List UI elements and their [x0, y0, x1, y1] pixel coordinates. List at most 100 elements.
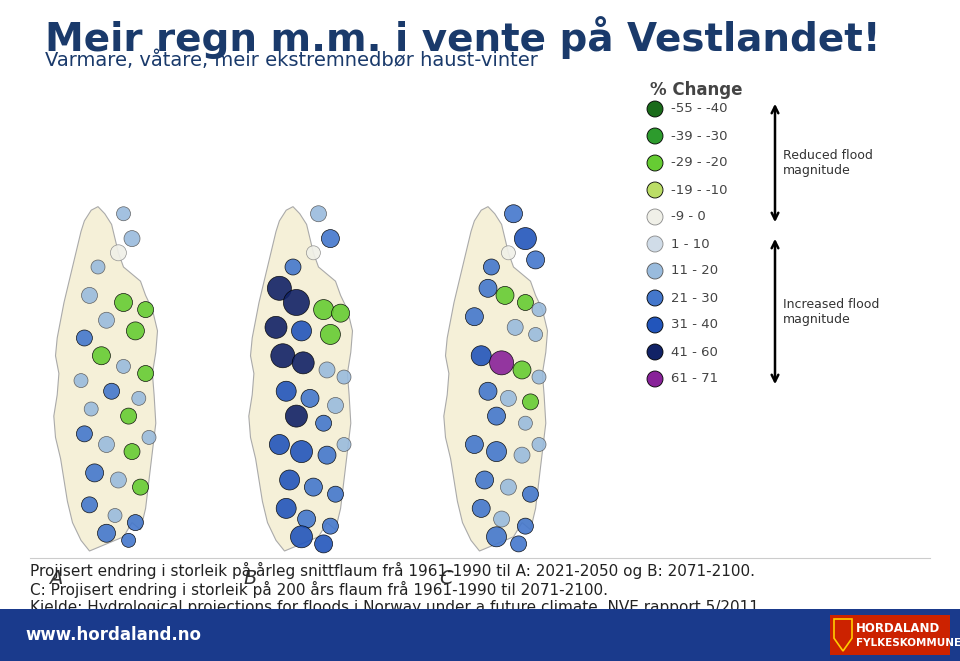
- Circle shape: [77, 426, 92, 442]
- Circle shape: [91, 260, 105, 274]
- Circle shape: [647, 344, 663, 360]
- Circle shape: [488, 407, 506, 425]
- Text: Kjelde: Hydrological projections for floods i Norway under a future climate. NVE: Kjelde: Hydrological projections for flo…: [30, 600, 758, 615]
- Polygon shape: [54, 207, 157, 551]
- Circle shape: [283, 290, 309, 315]
- Circle shape: [647, 128, 663, 144]
- Circle shape: [82, 288, 98, 303]
- Circle shape: [98, 524, 115, 542]
- Circle shape: [479, 280, 497, 297]
- Circle shape: [496, 286, 514, 305]
- Text: Increased flood
magnitude: Increased flood magnitude: [783, 297, 879, 325]
- Circle shape: [321, 325, 341, 344]
- Circle shape: [124, 231, 140, 247]
- Circle shape: [472, 500, 491, 518]
- Text: -55 - -40: -55 - -40: [671, 102, 728, 116]
- Text: 61 - 71: 61 - 71: [671, 373, 718, 385]
- Circle shape: [475, 471, 493, 489]
- Text: A: A: [49, 569, 62, 588]
- Circle shape: [318, 446, 336, 464]
- Circle shape: [276, 498, 297, 518]
- Circle shape: [132, 479, 149, 495]
- Circle shape: [466, 436, 484, 453]
- Text: FYLKESKOMMUNE: FYLKESKOMMUNE: [856, 638, 960, 648]
- Circle shape: [529, 327, 542, 342]
- Text: 1 - 10: 1 - 10: [671, 237, 709, 251]
- Circle shape: [77, 330, 92, 346]
- Text: www.hordaland.no: www.hordaland.no: [25, 626, 201, 644]
- Circle shape: [270, 434, 289, 455]
- Circle shape: [265, 317, 287, 338]
- Circle shape: [315, 535, 332, 553]
- Circle shape: [110, 472, 127, 488]
- Circle shape: [116, 360, 131, 373]
- Polygon shape: [249, 207, 352, 551]
- Circle shape: [507, 319, 523, 335]
- Circle shape: [500, 479, 516, 495]
- Circle shape: [327, 397, 344, 413]
- Circle shape: [108, 508, 122, 522]
- Circle shape: [271, 344, 295, 368]
- Circle shape: [487, 442, 507, 461]
- Circle shape: [99, 436, 114, 453]
- Circle shape: [647, 209, 663, 225]
- Circle shape: [522, 394, 539, 410]
- Circle shape: [511, 536, 527, 552]
- Circle shape: [121, 408, 136, 424]
- Circle shape: [471, 346, 492, 366]
- Circle shape: [505, 205, 522, 223]
- Text: B: B: [244, 569, 257, 588]
- Circle shape: [127, 322, 144, 340]
- Circle shape: [82, 497, 98, 513]
- Circle shape: [514, 447, 530, 463]
- Circle shape: [647, 155, 663, 171]
- Circle shape: [319, 362, 335, 378]
- Circle shape: [501, 246, 516, 260]
- Bar: [830, 615, 950, 655]
- Circle shape: [314, 299, 334, 320]
- Circle shape: [337, 370, 351, 384]
- Circle shape: [114, 293, 132, 311]
- Circle shape: [484, 259, 499, 275]
- Circle shape: [513, 361, 531, 379]
- Circle shape: [310, 206, 326, 221]
- Circle shape: [298, 510, 316, 528]
- Circle shape: [527, 251, 544, 269]
- Circle shape: [276, 381, 297, 401]
- Circle shape: [304, 478, 323, 496]
- Circle shape: [327, 486, 344, 502]
- Circle shape: [522, 486, 539, 502]
- Circle shape: [291, 525, 313, 548]
- Text: Reduced flood
magnitude: Reduced flood magnitude: [783, 149, 873, 177]
- Text: Projisert endring i storleik på årleg snittflaum frå 1961-1990 til A: 2021-2050 : Projisert endring i storleik på årleg sn…: [30, 562, 755, 579]
- Text: -29 - -20: -29 - -20: [671, 157, 728, 169]
- Text: Varmare, våtare, meir ekstremnedbør haust-vinter: Varmare, våtare, meir ekstremnedbør haus…: [45, 51, 538, 71]
- Circle shape: [479, 382, 497, 401]
- Circle shape: [291, 441, 313, 463]
- Circle shape: [104, 383, 120, 399]
- Text: C: Projisert endring i storleik på 200 års flaum frå 1961-1990 til 2071-2100.: C: Projisert endring i storleik på 200 å…: [30, 581, 608, 598]
- Text: 21 - 30: 21 - 30: [671, 292, 718, 305]
- Circle shape: [323, 518, 338, 534]
- Text: % Change: % Change: [650, 81, 742, 99]
- Circle shape: [110, 245, 127, 261]
- Circle shape: [647, 101, 663, 117]
- Circle shape: [99, 312, 114, 329]
- Circle shape: [132, 391, 146, 405]
- Circle shape: [74, 373, 88, 387]
- Circle shape: [92, 347, 110, 365]
- Text: 31 - 40: 31 - 40: [671, 319, 718, 332]
- Circle shape: [647, 236, 663, 252]
- Text: -19 - -10: -19 - -10: [671, 184, 728, 196]
- Circle shape: [493, 511, 510, 527]
- Polygon shape: [444, 207, 547, 551]
- Text: C: C: [439, 569, 452, 588]
- Circle shape: [647, 290, 663, 306]
- Circle shape: [124, 444, 140, 459]
- Circle shape: [331, 304, 349, 322]
- Circle shape: [128, 515, 143, 531]
- Circle shape: [279, 470, 300, 490]
- Circle shape: [647, 263, 663, 279]
- Circle shape: [532, 438, 546, 451]
- Circle shape: [85, 464, 104, 482]
